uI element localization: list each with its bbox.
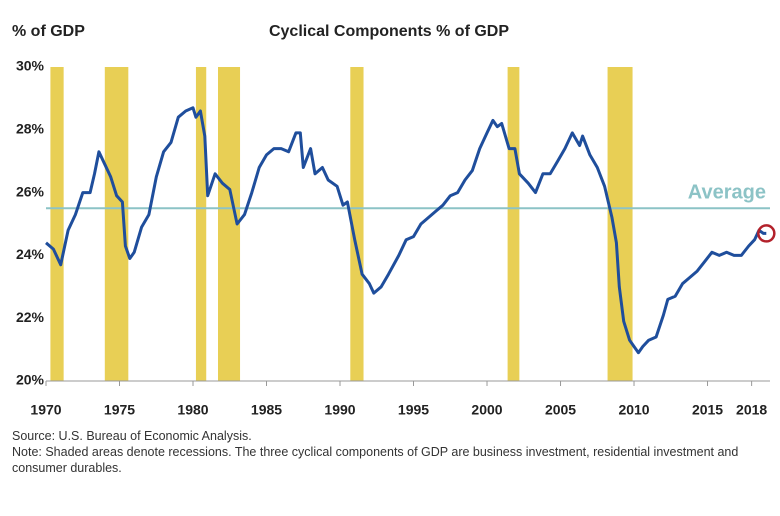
note: Note: Shaded areas denote recessions. Th… — [12, 445, 739, 475]
recession-band — [195, 67, 207, 381]
x-tick-label: 1990 — [324, 402, 355, 418]
x-tick-label: 1975 — [104, 402, 135, 418]
notes: Source: U.S. Bureau of Economic Analysis… — [12, 428, 762, 476]
recession-band — [50, 67, 64, 381]
x-tick-label: 1980 — [177, 402, 208, 418]
x-tick-label: 2010 — [618, 402, 649, 418]
recession-band — [104, 67, 129, 381]
y-tick-label: 24% — [16, 246, 45, 262]
recession-band — [217, 67, 241, 381]
y-tick-label: 22% — [16, 309, 45, 325]
y-tick-label: 30% — [16, 58, 45, 74]
chart-title: Cyclical Components % of GDP — [269, 23, 509, 40]
chart: % of GDP Cyclical Components % of GDP 20… — [12, 23, 776, 418]
recession-band — [350, 67, 364, 381]
y-tick-label: 28% — [16, 121, 45, 137]
x-tick-label: 1970 — [30, 402, 61, 418]
data-line — [45, 106, 767, 355]
last-point-highlight — [757, 224, 776, 243]
x-tick-label: 1985 — [251, 402, 282, 418]
x-tick-label: 2000 — [471, 402, 502, 418]
source: Source: U.S. Bureau of Economic Analysis… — [12, 429, 252, 443]
x-tick-label: 1995 — [398, 402, 429, 418]
x-tick-label: 2005 — [545, 402, 576, 418]
y-tick-label: 26% — [16, 183, 45, 199]
recession-band — [507, 67, 520, 381]
x-tick-label: 2015 — [692, 402, 723, 418]
x-tick-label: 2018 — [736, 402, 767, 418]
y-axis-label: % of GDP — [12, 23, 85, 40]
average-label: Average — [688, 182, 766, 204]
y-tick-label: 20% — [16, 372, 45, 388]
